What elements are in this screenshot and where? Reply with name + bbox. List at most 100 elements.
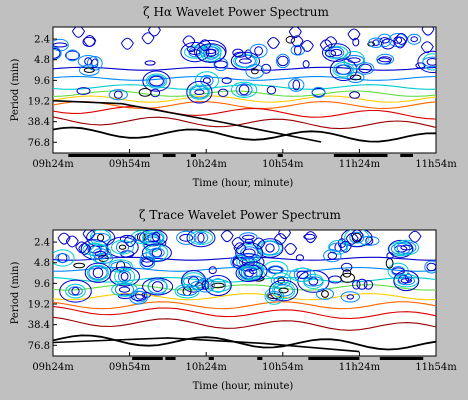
trace-y-axis-label: Period (min) xyxy=(10,262,21,325)
contour-band xyxy=(53,305,436,320)
contour-blob xyxy=(143,232,164,244)
contour-blob xyxy=(196,43,226,63)
contour-blob xyxy=(120,272,129,281)
ha-y-axis-label: Period (min) xyxy=(10,59,21,122)
contour-blob xyxy=(197,232,205,243)
contour-blob xyxy=(108,89,128,101)
x-tick-label: 10h24m xyxy=(186,159,228,170)
contour-blob xyxy=(334,64,353,76)
contour-blob xyxy=(114,283,135,297)
contour-blob xyxy=(277,55,289,67)
gap-mark xyxy=(208,357,214,360)
contour-squiggle xyxy=(408,230,422,243)
contour-blob xyxy=(83,67,95,73)
contour-blob xyxy=(196,277,215,293)
contour-squiggle xyxy=(350,230,364,242)
x-tick-label: 11h24m xyxy=(339,362,381,373)
contour-band xyxy=(53,101,436,110)
contour-squiggle xyxy=(233,242,247,255)
trace-contours xyxy=(53,230,436,353)
contour-blob xyxy=(130,230,152,244)
contour-blob xyxy=(89,244,112,264)
contour-blob xyxy=(378,56,392,63)
contour-squiggle xyxy=(278,230,292,240)
contour-blob xyxy=(88,265,108,280)
y-tick-label: 4.8 xyxy=(34,258,50,269)
contour-blob xyxy=(176,286,198,297)
contour-blob xyxy=(180,42,210,63)
contour-blob xyxy=(233,51,247,58)
contour-blob xyxy=(235,83,253,97)
y-tick-label: 76.8 xyxy=(28,341,50,352)
contour-blob xyxy=(397,276,416,286)
gap-mark xyxy=(257,357,263,360)
contour-blob xyxy=(92,248,109,260)
contour-blob xyxy=(73,262,86,269)
contour-blob xyxy=(343,55,365,66)
contour-blob xyxy=(295,254,304,262)
contour-blob xyxy=(400,278,412,284)
contour-blob xyxy=(254,46,264,56)
x-tick-label: 10h54m xyxy=(262,159,304,170)
contour-squiggle xyxy=(421,27,435,36)
contour-squiggle xyxy=(395,33,409,46)
trace-wavelet-panel: ζ Trace Wavelet Power Spectrum 2.4 4.8 9.6… xyxy=(10,208,457,392)
contour-blob xyxy=(377,33,392,47)
contour-blob xyxy=(77,55,99,68)
contour-squiggle xyxy=(57,232,71,245)
y-tick-label: 76.8 xyxy=(28,138,50,149)
contour-blob xyxy=(142,277,174,296)
contour-squiggle xyxy=(339,240,353,253)
contour-blob xyxy=(393,270,420,292)
contour-squiggle xyxy=(182,35,196,48)
contour-blob xyxy=(349,231,365,244)
contour-blob xyxy=(324,45,349,60)
contour-squiggle xyxy=(252,237,266,250)
contour-blob xyxy=(238,84,250,96)
x-tick-label: 11h24m xyxy=(339,159,381,170)
contour-squiggle xyxy=(288,27,302,39)
contour-blob xyxy=(426,58,436,66)
ha-y-ticks: 2.4 4.8 9.6 19.2 38.4 76.8 xyxy=(28,35,57,149)
contour-blob xyxy=(238,261,268,281)
ha-chart-title: ζ Hα Wavelet Power Spectrum xyxy=(143,5,329,19)
contour-ridge xyxy=(53,99,322,143)
contour-blob xyxy=(355,62,375,75)
contour-blob xyxy=(363,280,374,290)
contour-squiggle xyxy=(290,35,304,48)
x-tick-label: 10h24m xyxy=(186,362,228,373)
contour-blob xyxy=(53,249,75,267)
contour-blob xyxy=(118,293,133,299)
contour-band xyxy=(53,316,436,331)
contour-blob xyxy=(393,36,403,44)
contour-blob xyxy=(211,282,225,289)
gap-mark xyxy=(308,357,360,360)
contour-blob xyxy=(190,85,209,99)
contour-blob xyxy=(346,72,365,83)
contour-blob xyxy=(346,294,354,300)
contour-squiggle xyxy=(120,37,134,50)
contour-ridge xyxy=(53,337,360,353)
contour-blob xyxy=(352,37,360,47)
contour-blob xyxy=(303,233,316,240)
trace-x-ticks: 09h24m 09h54m 10h24m 10h54m 11h24m 11h54m xyxy=(32,352,457,373)
contour-blob xyxy=(145,73,168,89)
contour-band xyxy=(53,301,436,310)
contour-squiggle xyxy=(71,27,86,38)
contour-blob xyxy=(76,87,91,95)
trace-chart-title: ζ Trace Wavelet Power Spectrum xyxy=(139,208,342,222)
contour-blob xyxy=(275,53,290,69)
gap-mark xyxy=(132,357,163,360)
contour-squiggle xyxy=(123,235,137,248)
contour-blob xyxy=(381,38,395,50)
contour-blob xyxy=(426,262,436,272)
contour-blob xyxy=(232,253,265,272)
contour-band xyxy=(53,126,436,143)
contour-blob xyxy=(289,267,316,282)
contour-blob xyxy=(244,238,254,245)
contour-blob xyxy=(186,46,196,53)
contour-blob xyxy=(296,270,309,279)
contour-blob xyxy=(144,60,156,66)
contour-blob xyxy=(208,266,217,275)
gap-mark xyxy=(277,154,283,157)
